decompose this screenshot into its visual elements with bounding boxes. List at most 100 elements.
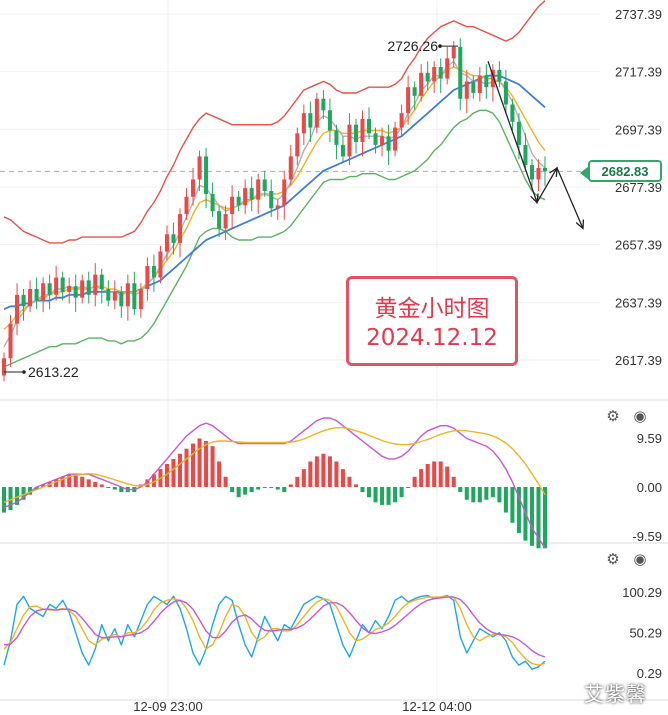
time-axis-tick: 12-12 04:00 (402, 699, 471, 714)
candle-body (406, 87, 411, 114)
candle-body (523, 144, 528, 166)
candle-body (386, 136, 391, 151)
collapse-icon[interactable]: ◉ (633, 408, 647, 425)
candle-body (432, 67, 437, 82)
macd-histogram-bar (60, 476, 65, 487)
candle-body (445, 58, 450, 79)
macd-histogram-bar (184, 448, 189, 487)
candle-body (464, 81, 469, 99)
macd-histogram-bar (217, 461, 222, 487)
macd-histogram-bar (230, 487, 235, 493)
candle-body (243, 188, 248, 206)
candle-body (269, 191, 274, 209)
candle-body (1, 358, 7, 376)
macd-histogram-bar (112, 487, 117, 490)
price-axis-tick: 2617.39 (615, 353, 662, 368)
ma-magenta-line (3, 596, 546, 658)
macd-histogram-bar (73, 474, 78, 487)
candle-body (217, 211, 222, 229)
price-panel[interactable]: 2726.26 2613.22 (0, 0, 588, 382)
macd-histogram-bar (288, 484, 293, 487)
candle-body (8, 323, 13, 359)
macd-histogram-bar (406, 487, 411, 488)
candle-body (347, 124, 352, 157)
ma-blue-line (3, 74, 546, 311)
candle-body (230, 196, 235, 215)
macd-histogram-bar (451, 476, 456, 487)
macd-histogram-bar (497, 487, 502, 503)
price-axis-tick: 2717.39 (615, 65, 662, 80)
macd-histogram-bar (360, 487, 365, 493)
macd-histogram-bar (223, 476, 228, 487)
candle-body (145, 265, 150, 290)
macd-histogram-bar (21, 487, 26, 500)
macd-histogram-bar (471, 487, 476, 503)
low-price-label: 2613.22 (28, 364, 79, 380)
collapse-icon[interactable]: ◉ (633, 551, 647, 568)
chart-title-box: 黄金小时图 2024.12.12 (346, 276, 518, 366)
candle-body (47, 283, 52, 295)
candle-body (516, 121, 521, 145)
candle-body (308, 113, 313, 128)
candle-body (327, 110, 332, 131)
low-marker-dot (22, 370, 26, 374)
candle-body (80, 280, 85, 298)
macd-histogram-bar (438, 461, 443, 487)
macd-histogram-bar (340, 469, 345, 487)
candle-body (275, 205, 280, 209)
macd-histogram-bar (314, 456, 319, 487)
price-axis-tick: 2657.39 (615, 238, 662, 253)
arrow-head (575, 219, 585, 230)
current-price-tag: 2682.83 (580, 160, 662, 182)
candle-body (393, 127, 398, 151)
price-axis-tick: 2737.39 (615, 7, 662, 22)
candle-body (21, 294, 26, 307)
macd-histogram-bar (321, 453, 326, 487)
candle-body (28, 289, 33, 307)
stoch-axis-tick: 0.29 (637, 666, 662, 681)
bollinger-upper-line (3, 0, 546, 244)
stoch-axis-tick: 50.29 (629, 626, 662, 641)
macd-histogram-bar (275, 487, 280, 490)
macd-histogram-bar (458, 487, 463, 493)
macd-histogram-bar (353, 484, 358, 487)
candle-body (34, 289, 39, 301)
gear-icon[interactable]: ⚙ (606, 408, 620, 425)
y-axis-labels: 2737.39 2717.39 2697.39 2677.39 2657.39 2637.… (133, 7, 662, 714)
macd-histogram-bar (256, 487, 261, 490)
macd-panel[interactable] (1, 417, 548, 549)
macd-histogram-bar (516, 487, 521, 533)
candle-body (86, 280, 91, 295)
candle-body (262, 179, 267, 192)
candle-body (204, 156, 209, 194)
macd-histogram-bar (301, 469, 306, 487)
candle-body (210, 193, 215, 212)
candle-body (177, 214, 183, 243)
macd-histogram-bar (399, 487, 404, 498)
candle-body (67, 286, 72, 292)
macd-histogram-bar (249, 487, 254, 493)
candle-body (223, 214, 228, 229)
candle-body (112, 291, 117, 301)
macd-histogram-bar (41, 484, 46, 487)
macd-histogram-bar (542, 487, 548, 549)
gear-icon[interactable]: ⚙ (606, 551, 620, 568)
macd-histogram-bar (86, 479, 91, 487)
macd-histogram-bar (347, 476, 352, 487)
macd-histogram-bar (308, 461, 313, 487)
candle-body (321, 98, 326, 111)
candle-body (419, 72, 424, 96)
arrow-head (530, 193, 539, 204)
macd-histogram-bar (1, 487, 7, 513)
candle-body (380, 136, 385, 145)
macd-histogram-bar (295, 476, 300, 487)
macd-histogram-bar (282, 487, 287, 493)
candle-body (373, 133, 378, 145)
candle-body (125, 283, 130, 307)
macd-histogram-bar (243, 487, 248, 495)
stochastic-panel[interactable] (3, 594, 546, 670)
candle-body (151, 265, 156, 278)
stoch-axis-tick: 100.29 (622, 585, 662, 600)
candle-body (191, 179, 196, 197)
